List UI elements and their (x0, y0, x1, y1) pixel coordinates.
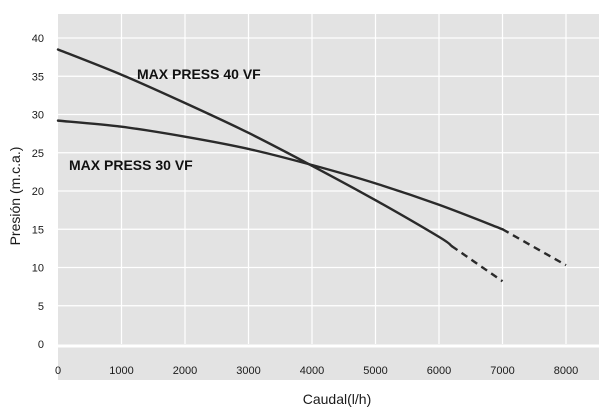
y-tick-label-3: 15 (32, 224, 44, 236)
series-extension-max-press-40-vf (451, 245, 504, 283)
y-axis-title: Presión (m.c.a.) (7, 147, 23, 246)
x-tick-label-6: 6000 (427, 365, 451, 377)
x-axis-title: Caudal(l/h) (303, 391, 371, 407)
series-line-max-press-40-vf (56, 48, 453, 248)
x-tick-label-8: 8000 (554, 365, 578, 377)
y-tick-label-8: 40 (32, 33, 44, 45)
y-tick-label-0: 0 (38, 339, 44, 351)
y-tick-label-1: 5 (38, 301, 44, 313)
grid-lines (58, 14, 599, 344)
x-tick-label-5: 5000 (363, 365, 387, 377)
y-tick-label-6: 30 (32, 110, 44, 122)
y-tick-label-7: 35 (32, 71, 44, 83)
series-label-max-press-30: MAX PRESS 30 VF (69, 157, 193, 173)
y-tick-label-4: 20 (32, 186, 44, 198)
x-tick-labels: 0 1000 2000 3000 4000 5000 6000 7000 8000 (55, 365, 578, 377)
y-tick-label-2: 10 (32, 263, 44, 275)
plot-area (58, 14, 599, 380)
x-tick-label-4: 4000 (300, 365, 324, 377)
series-lines (56, 48, 567, 283)
x-tick-label-7: 7000 (490, 365, 514, 377)
series-label-max-press-40: MAX PRESS 40 VF (137, 66, 261, 82)
y-tick-labels: 0 5 10 15 20 25 30 35 40 (32, 33, 44, 351)
series-line-max-press-30-vf (56, 119, 504, 231)
x-tick-label-0: 0 (55, 365, 61, 377)
series-extension-max-press-30-vf (501, 228, 567, 267)
x-tick-label-3: 3000 (236, 365, 260, 377)
x-tick-label-2: 2000 (173, 365, 197, 377)
y-tick-label-5: 25 (32, 148, 44, 160)
x-tick-label-1: 1000 (109, 365, 133, 377)
